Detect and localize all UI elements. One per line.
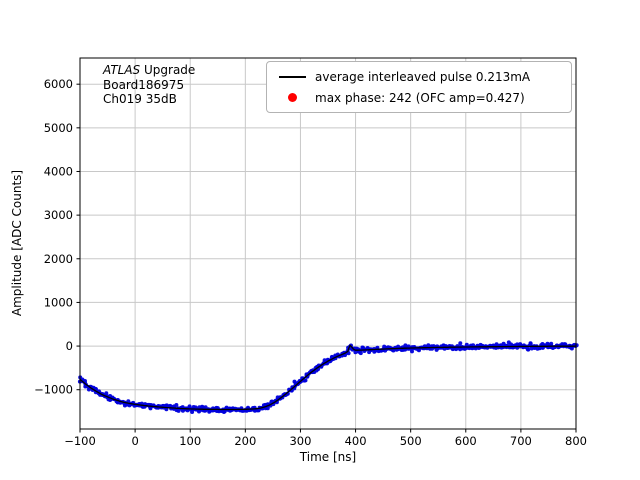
y-tick-label: 1000 — [44, 295, 73, 309]
legend-swatch — [275, 93, 309, 102]
pulse-scatter — [77, 340, 579, 414]
average-pulse-line — [79, 344, 576, 411]
x-tick-label: 700 — [510, 434, 532, 448]
y-tick-label: 3000 — [44, 208, 73, 222]
annotation-line-1: ATLAS Upgrade — [103, 63, 195, 78]
legend-entry-average-pulse: average interleaved pulse 0.213mA — [275, 66, 563, 87]
y-tick-label: −1000 — [34, 383, 73, 397]
x-tick-label: −100 — [64, 434, 96, 448]
x-tick-label: 100 — [179, 434, 201, 448]
annotation-line-2: Board186975 — [103, 77, 185, 92]
plot-annotation: ATLAS Upgrade Board186975 Ch019 35dB — [103, 63, 195, 107]
x-tick-label: 800 — [565, 434, 587, 448]
y-tick-label: 2000 — [44, 252, 73, 266]
annotation-line-3: Ch019 35dB — [103, 92, 177, 106]
y-tick-label: 4000 — [44, 164, 73, 178]
legend-swatch — [275, 75, 309, 78]
x-tick-label: 300 — [289, 434, 311, 448]
x-tick-label: 200 — [234, 434, 256, 448]
line-swatch-icon — [278, 75, 306, 78]
x-tick-label: 600 — [455, 434, 477, 448]
annotation-atlas-italic: ATLAS — [103, 63, 141, 77]
y-tick-label: 0 — [66, 339, 73, 353]
annotation-upgrade: Upgrade — [140, 63, 196, 77]
x-tick-label: 400 — [345, 434, 367, 448]
legend-label-max-phase: max phase: 242 (OFC amp=0.427) — [315, 90, 525, 105]
y-tick-label: 5000 — [44, 121, 73, 135]
tick-marks — [76, 83, 577, 433]
plot-frame — [79, 57, 577, 430]
legend: average interleaved pulse 0.213mA max ph… — [266, 61, 572, 113]
x-tick-label: 0 — [131, 434, 138, 448]
gridlines — [79, 58, 577, 429]
max-phase-marker-icon — [287, 93, 297, 102]
y-axis-label: Amplitude [ADC Counts] — [10, 169, 24, 317]
x-tick-label: 500 — [400, 434, 422, 448]
legend-label-average-pulse: average interleaved pulse 0.213mA — [315, 69, 531, 84]
tick-labels: −100 0 100 200 300 400 500 600 700 800−1000010002… — [34, 77, 587, 448]
legend-entry-max-phase: max phase: 242 (OFC amp=0.427) — [275, 87, 563, 108]
x-axis-label: Time [ns] — [299, 450, 357, 464]
y-tick-label: 6000 — [44, 77, 73, 91]
